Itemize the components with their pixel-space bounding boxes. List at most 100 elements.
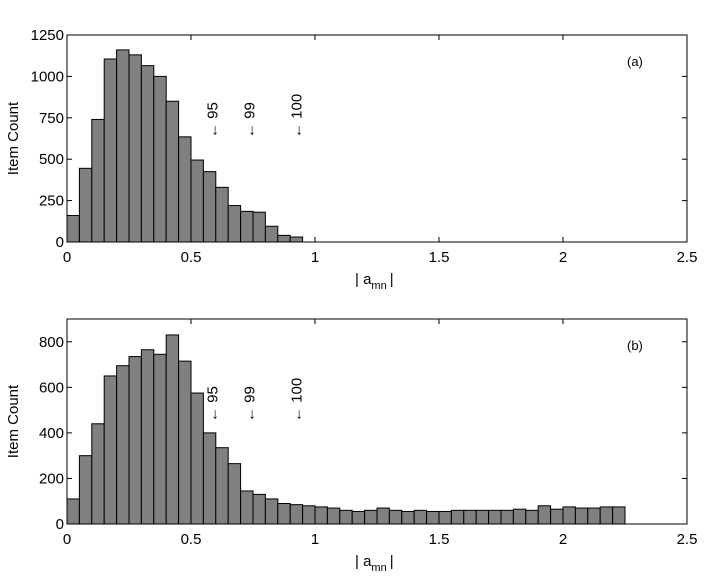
percentile-annotation: ← 99 <box>241 102 258 138</box>
y-tick-label: 1250 <box>31 27 64 44</box>
y-tick-label: 0 <box>56 516 64 533</box>
histogram-bar <box>599 506 614 525</box>
histogram-bar <box>78 167 93 243</box>
chart-panel-b: 0 0.5 1 1.5 2 2.5 0 200 400 600 800 | amn | Item Coun… <box>5 318 698 574</box>
x-tick-label: 1 <box>311 249 319 266</box>
histogram-bar <box>351 510 366 525</box>
histogram-bar <box>66 215 80 243</box>
x-tick-label: 0 <box>63 249 71 266</box>
histogram-bar <box>240 210 254 243</box>
histogram-bar <box>116 365 130 525</box>
x-axis-label: | amn | <box>355 271 394 292</box>
x-tick-label: 2.5 <box>677 249 698 266</box>
histogram-bar <box>202 432 217 525</box>
histogram-bar <box>78 455 93 525</box>
y-tick-label: 500 <box>39 151 64 168</box>
histogram-bar <box>450 509 465 525</box>
histogram-bar <box>153 75 167 243</box>
histogram-bar <box>612 506 626 525</box>
x-axis-label: | amn | <box>355 553 394 574</box>
y-tick-label: 250 <box>39 193 64 210</box>
histogram-bar <box>140 349 155 525</box>
panel-label: (a) <box>627 54 643 69</box>
x-tick-label: 1.5 <box>429 249 450 266</box>
y-tick-label: 0 <box>56 234 64 251</box>
y-tick-label: 600 <box>39 379 64 396</box>
histogram-bar <box>215 186 229 243</box>
histogram-bar <box>128 54 142 243</box>
histogram-bar <box>264 225 279 243</box>
histogram-bar <box>314 506 328 525</box>
panel-label: (b) <box>627 338 643 353</box>
histogram-bar <box>475 509 490 525</box>
x-tick-label: 1 <box>311 531 319 548</box>
histogram-bar <box>562 506 576 525</box>
histogram-bar <box>178 360 192 525</box>
histogram-bar <box>190 392 204 525</box>
histogram-bar <box>326 507 341 525</box>
histogram-bar <box>587 507 601 525</box>
histogram-bar <box>252 493 266 525</box>
x-tick-label: 0 <box>63 531 71 548</box>
histogram-bar <box>91 118 105 243</box>
histogram-bar <box>227 463 242 525</box>
histogram-bar <box>277 503 291 525</box>
histogram-bar <box>364 509 378 525</box>
y-tick-label: 1000 <box>31 68 64 85</box>
histogram-bar <box>227 205 242 243</box>
histogram-bar <box>339 509 353 525</box>
x-tick-label: 2 <box>559 531 567 548</box>
histogram-bar <box>165 334 180 525</box>
histogram-bar <box>289 504 304 525</box>
histogram-bar <box>388 509 403 525</box>
histogram-bar <box>190 159 204 243</box>
histogram-bar <box>438 510 452 525</box>
histogram-bar <box>401 510 415 525</box>
histogram-bar <box>215 447 229 525</box>
x-tick-label: 2.5 <box>677 531 698 548</box>
plot-frame <box>66 318 688 525</box>
histogram-bar <box>376 507 390 525</box>
y-tick-label: 800 <box>39 334 64 351</box>
histogram-bar <box>574 507 589 525</box>
histogram-bar <box>165 100 180 243</box>
percentile-annotation: ← 100 <box>289 94 306 138</box>
x-tick-label: 1.5 <box>429 531 450 548</box>
histogram-bar <box>116 49 130 243</box>
histogram-bar <box>500 509 514 525</box>
percentile-annotation: ← 95 <box>204 102 221 138</box>
histogram-bar <box>537 505 552 525</box>
percentile-annotation: ← 100 <box>289 378 306 422</box>
histogram-bar <box>264 498 279 525</box>
histogram-bar <box>202 171 217 243</box>
histogram-bar <box>463 509 477 525</box>
chart-panel-a: 0 0.5 1 1.5 2 2.5 0 250 500 750 1000 1250 | amn | Item… <box>5 27 697 292</box>
plot-frame <box>66 34 688 243</box>
histogram-bar <box>178 136 192 243</box>
y-tick-label: 200 <box>39 470 64 487</box>
histogram-bar <box>240 490 254 525</box>
histogram-bar <box>91 423 105 525</box>
histogram-bar <box>277 234 291 243</box>
y-axis-label: Item Count <box>5 384 22 458</box>
histogram-bar <box>289 236 304 243</box>
histogram-bar <box>103 58 118 243</box>
histogram-bar <box>140 65 155 243</box>
histogram-bar <box>426 510 440 525</box>
histogram-bar <box>413 509 428 525</box>
histogram-bar <box>512 508 527 525</box>
histogram-bar <box>550 508 564 525</box>
x-tick-label: 2 <box>559 249 567 266</box>
y-tick-label: 750 <box>39 110 64 127</box>
histogram-bar <box>302 505 316 525</box>
histogram-bar <box>66 498 80 525</box>
histogram-bar <box>525 509 539 525</box>
histogram-bar <box>488 509 502 525</box>
histogram-bar <box>103 375 118 525</box>
y-tick-label: 400 <box>39 425 64 442</box>
histogram-bar <box>252 211 266 243</box>
x-tick-label: 0.5 <box>181 531 202 548</box>
percentile-annotation: ← 95 <box>204 386 221 422</box>
histogram-bar <box>128 356 142 525</box>
